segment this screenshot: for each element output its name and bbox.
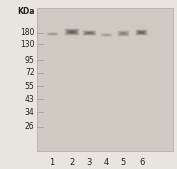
Text: 55: 55 bbox=[25, 82, 35, 91]
Text: 3: 3 bbox=[87, 158, 92, 167]
Text: 130: 130 bbox=[20, 40, 35, 49]
Text: 2: 2 bbox=[69, 158, 74, 167]
Text: 72: 72 bbox=[25, 68, 35, 78]
Text: 95: 95 bbox=[25, 56, 35, 65]
Text: 26: 26 bbox=[25, 122, 35, 131]
Text: 4: 4 bbox=[104, 158, 109, 167]
Text: 5: 5 bbox=[120, 158, 126, 167]
Text: 43: 43 bbox=[25, 94, 35, 103]
Text: KDa: KDa bbox=[17, 7, 35, 16]
Bar bbox=[37, 8, 173, 151]
Text: 1: 1 bbox=[50, 158, 55, 167]
Text: 6: 6 bbox=[139, 158, 144, 167]
Text: 180: 180 bbox=[20, 28, 35, 37]
Text: 34: 34 bbox=[25, 108, 35, 117]
